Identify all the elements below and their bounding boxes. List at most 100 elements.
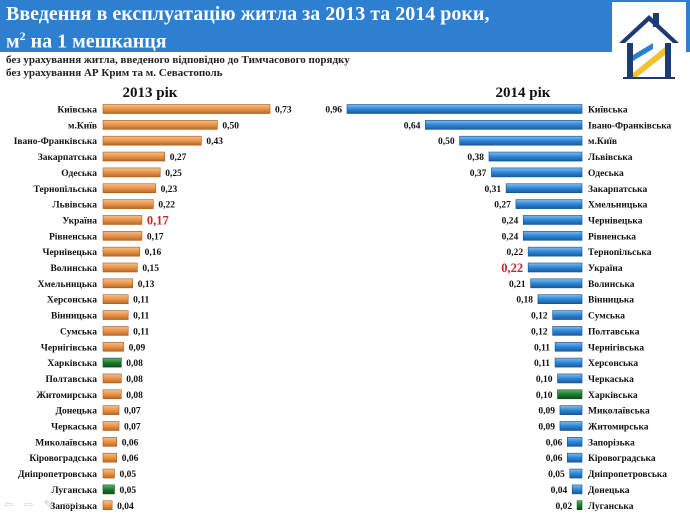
data-label: 0,09 xyxy=(129,343,146,353)
category-label: Херсонська xyxy=(588,359,638,369)
data-label: 0,04 xyxy=(551,486,568,496)
category-label: Чернівецька xyxy=(42,247,97,258)
category-label: Черкаська xyxy=(51,423,97,433)
data-label: 0,23 xyxy=(161,185,178,195)
bar xyxy=(559,421,583,431)
data-label: 0,16 xyxy=(145,248,162,258)
bar xyxy=(102,231,143,241)
category-label: Львівська xyxy=(53,200,98,211)
slide-navigation[interactable]: ⇦ ⇨ ✎ ▭ xyxy=(4,499,79,511)
bar xyxy=(527,246,583,257)
data-label: 0,73 xyxy=(275,106,292,116)
category-label: Миколаївська xyxy=(35,438,97,448)
category-label: Харківська xyxy=(47,358,97,369)
data-label: 0,31 xyxy=(484,185,501,195)
bar xyxy=(102,215,143,225)
bar xyxy=(102,278,134,289)
bar xyxy=(537,294,583,305)
data-label: 0,02 xyxy=(555,502,572,512)
category-label: Сумська xyxy=(588,312,625,322)
bar xyxy=(554,341,583,352)
category-label: Кіровоградська xyxy=(29,453,97,464)
bar xyxy=(102,294,129,305)
bar xyxy=(346,104,583,114)
category-label: Закарпатська xyxy=(38,153,97,163)
category-label: Хмельницька xyxy=(38,280,98,290)
bar xyxy=(569,468,583,479)
data-label: 0,22 xyxy=(507,248,524,258)
category-label: Хмельницька xyxy=(588,201,648,211)
title-banner: Введення в експлуатацію житла за 2013 та… xyxy=(0,0,690,53)
bar xyxy=(102,199,154,209)
data-label: 0,05 xyxy=(119,486,136,496)
category-label: Полтавська xyxy=(46,375,98,385)
bar xyxy=(102,262,138,273)
data-label: 0,27 xyxy=(494,201,511,211)
chart-2014-title: 2014 рік xyxy=(496,85,551,101)
category-label: Сумська xyxy=(60,327,97,337)
data-label: 0,05 xyxy=(119,470,136,480)
category-label: Донецька xyxy=(55,407,97,417)
category-label: Харківська xyxy=(588,390,638,401)
category-label: Чернігівська xyxy=(41,342,97,353)
bar xyxy=(559,405,583,415)
bar xyxy=(102,246,140,257)
category-label: Волинська xyxy=(588,280,635,290)
category-label: Житомирська xyxy=(588,423,649,433)
data-label: 0,11 xyxy=(534,343,550,353)
data-label: 0,15 xyxy=(142,264,159,274)
bar xyxy=(459,135,583,146)
bar xyxy=(552,326,583,336)
bar xyxy=(102,468,115,479)
data-label: 0,11 xyxy=(534,359,550,369)
data-label: 0,18 xyxy=(516,296,533,306)
bar xyxy=(488,151,583,162)
note-line-1: без урахування житла, введеного відповід… xyxy=(6,54,350,66)
bar xyxy=(102,484,115,495)
category-label: Донецька xyxy=(588,486,630,496)
data-label: 0,07 xyxy=(124,407,141,417)
bar xyxy=(102,421,120,431)
category-label: Дніпропетровська xyxy=(18,469,97,480)
title-unit: м xyxy=(6,30,20,53)
category-label: Черкаська xyxy=(588,375,634,385)
data-label: 0,96 xyxy=(325,106,342,116)
data-label: 0,17 xyxy=(147,232,164,242)
category-label: Одеська xyxy=(588,169,624,179)
bar xyxy=(522,231,583,241)
category-label: Полтавська xyxy=(588,327,640,337)
category-label: Рівненська xyxy=(49,231,97,242)
data-label: 0,06 xyxy=(546,454,563,464)
data-label: 0,10 xyxy=(536,391,553,401)
data-label: 0,50 xyxy=(438,137,455,147)
data-label: 0,12 xyxy=(531,327,548,337)
bar xyxy=(571,484,583,495)
note-line-2: без урахування АР Крим та м. Севастополь xyxy=(6,67,223,79)
bar xyxy=(522,215,583,225)
category-label: Луганська xyxy=(588,502,634,512)
bar xyxy=(102,452,118,463)
data-label: 0,17 xyxy=(147,213,169,227)
data-label: 0,50 xyxy=(222,121,239,131)
category-label: Тернопільська xyxy=(34,184,98,195)
category-label: Херсонська xyxy=(47,296,97,306)
data-label: 0,11 xyxy=(133,296,149,306)
category-label: Чернігівська xyxy=(588,342,644,353)
bar xyxy=(102,405,120,415)
page-title: Введення в експлуатацію житла за 2013 та… xyxy=(6,3,606,53)
data-label: 0,11 xyxy=(133,312,149,322)
data-label: 0,11 xyxy=(133,327,149,337)
title-unit-superscript: 2 xyxy=(19,29,26,43)
bar xyxy=(491,167,583,178)
data-label: 0,06 xyxy=(122,454,139,464)
bar xyxy=(505,183,583,194)
data-label: 0,25 xyxy=(165,169,182,179)
chart-2013-title: 2013 рік xyxy=(123,85,178,101)
bar xyxy=(102,389,122,400)
bar xyxy=(552,310,583,320)
data-label: 0,21 xyxy=(509,280,526,290)
bar xyxy=(527,262,583,273)
category-label: Івано-Франківська xyxy=(14,136,98,147)
category-label: Львівська xyxy=(588,152,633,163)
